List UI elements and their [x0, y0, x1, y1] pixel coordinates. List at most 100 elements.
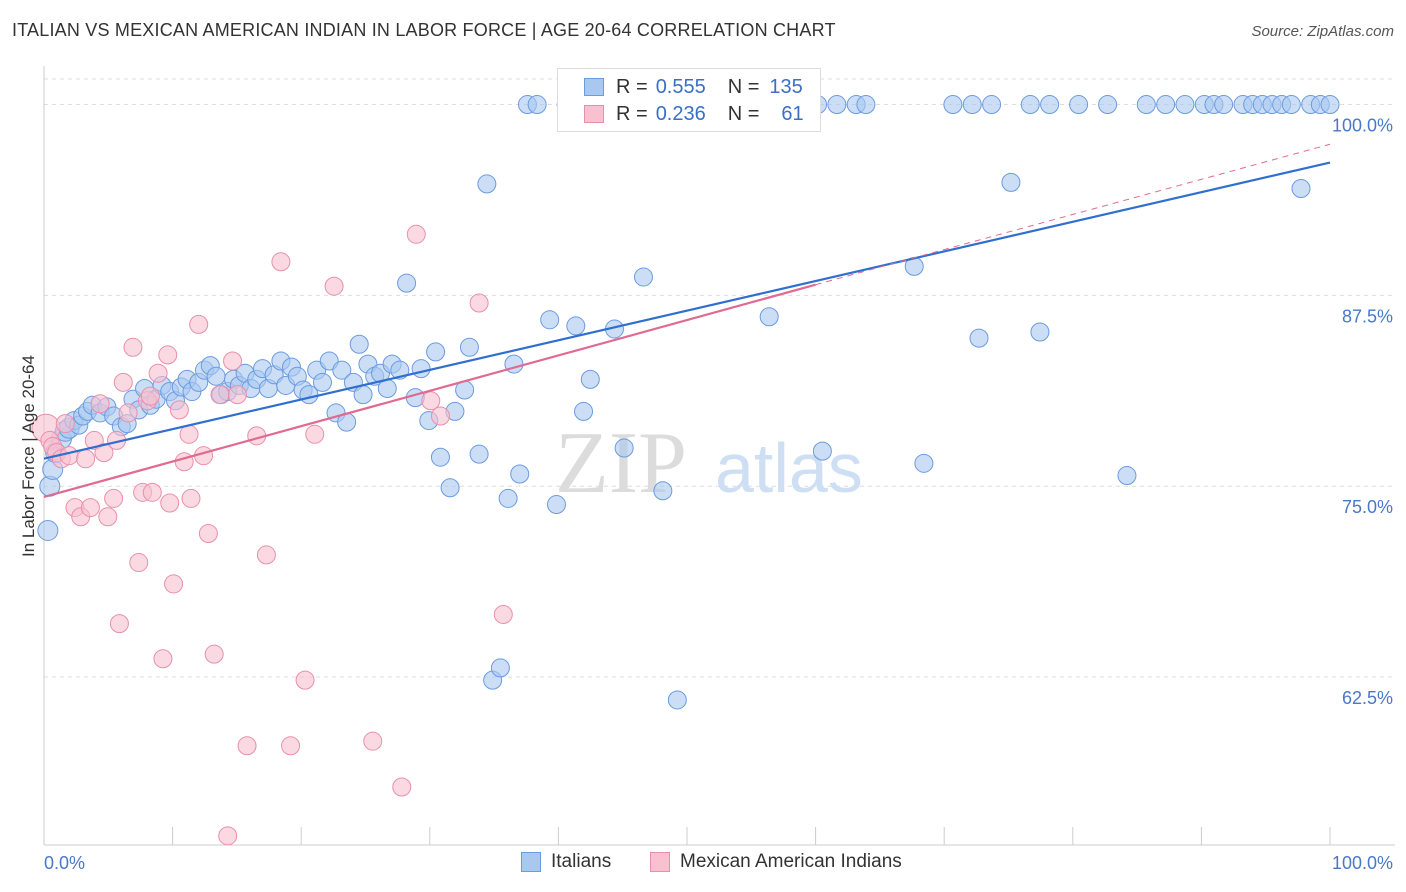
data-point	[469, 293, 489, 313]
data-point	[540, 310, 560, 330]
data-point	[218, 826, 238, 846]
data-point	[490, 658, 510, 678]
legend-swatch-italians	[584, 78, 604, 96]
data-point	[1156, 95, 1176, 115]
legend-item-mexican[interactable]: Mexican American Indians	[650, 851, 902, 873]
tick-labels: 62.5% 75.0% 87.5% 100.0% 0.0% 100.0%	[44, 116, 1393, 873]
data-point	[118, 403, 138, 423]
data-point	[667, 690, 687, 710]
data-point	[493, 604, 513, 624]
legend-n-label: N =	[727, 102, 760, 125]
data-point	[759, 307, 779, 327]
data-point	[363, 731, 383, 751]
data-point	[353, 385, 373, 405]
y-tick-label: 75.0%	[1342, 497, 1393, 517]
data-point	[1040, 95, 1060, 115]
data-point	[459, 337, 479, 357]
data-point	[256, 545, 276, 565]
data-point	[179, 424, 199, 444]
y-tick-label: 62.5%	[1342, 688, 1393, 708]
data-point	[1030, 322, 1050, 342]
y-axis-label: In Labor Force | Age 20-64	[19, 355, 38, 557]
data-point	[349, 334, 369, 354]
data-point	[148, 363, 168, 383]
data-point	[129, 553, 149, 573]
legend-label-italians: Italians	[551, 851, 612, 872]
legend-r-value: 0.555	[655, 75, 706, 98]
data-point	[405, 388, 425, 408]
data-point	[1291, 179, 1311, 199]
data-point	[271, 252, 291, 272]
data-point	[206, 366, 226, 386]
data-point	[109, 614, 129, 634]
data-point	[1281, 95, 1301, 115]
data-point	[169, 400, 189, 420]
chart-title: ITALIAN VS MEXICAN AMERICAN INDIAN IN LA…	[12, 20, 836, 40]
data-point	[158, 345, 178, 365]
data-point	[1214, 95, 1234, 115]
legend-n-value: 61	[781, 102, 804, 125]
trend-line-mexican	[43, 283, 816, 498]
data-point	[430, 406, 450, 426]
data-point	[237, 736, 257, 756]
data-point	[140, 386, 160, 406]
series-mexican-american-indians	[31, 95, 673, 846]
legend-item-italians[interactable]: Italians	[521, 851, 611, 873]
data-point	[223, 351, 243, 371]
data-point	[943, 95, 963, 115]
data-point	[633, 267, 653, 287]
data-point	[580, 369, 600, 389]
data-point	[510, 464, 530, 484]
data-point	[55, 414, 75, 434]
data-point	[1020, 95, 1040, 115]
data-point	[98, 507, 118, 527]
legend-r-value: 0.236	[655, 102, 706, 125]
legend-label-mexican: Mexican American Indians	[680, 851, 902, 872]
data-point	[653, 481, 673, 501]
data-point	[969, 328, 989, 348]
legend-n-label: N =	[727, 75, 760, 98]
data-point	[411, 359, 431, 379]
legend-swatch-italians	[521, 852, 541, 872]
data-point	[546, 495, 566, 515]
series-legend: Italians Mexican American Indians	[0, 851, 1406, 877]
data-point	[477, 174, 497, 194]
data-point	[104, 488, 124, 508]
data-point	[962, 95, 982, 115]
data-point	[332, 360, 352, 380]
data-point	[406, 224, 426, 244]
data-point	[204, 644, 224, 664]
data-point	[430, 447, 450, 467]
data-point	[59, 446, 79, 466]
data-point	[153, 649, 173, 669]
data-point	[164, 574, 184, 594]
source-credit: Source: ZipAtlas.com	[1251, 23, 1394, 40]
y-tick-label: 100.0%	[1332, 116, 1393, 136]
data-point	[1069, 95, 1089, 115]
trend-lines	[43, 143, 1331, 498]
data-point	[982, 95, 1002, 115]
axes	[43, 66, 1395, 846]
legend-r-label: R =	[616, 75, 648, 98]
watermark-atlas: atlas	[715, 429, 863, 507]
data-point	[426, 342, 446, 362]
data-point	[566, 316, 586, 336]
legend-r-label: R =	[616, 102, 648, 125]
data-point	[94, 443, 114, 463]
data-point	[123, 337, 143, 357]
data-point	[812, 441, 832, 461]
data-point	[527, 95, 547, 115]
data-point	[80, 498, 100, 518]
data-point	[90, 394, 110, 414]
data-point	[392, 777, 412, 797]
data-point	[37, 519, 59, 541]
data-point	[198, 524, 218, 544]
correlation-legend: R = 0.555 N = 135 R = 0.236 N = 61	[557, 68, 821, 132]
data-point	[914, 453, 934, 473]
data-point	[574, 401, 594, 421]
legend-swatch-mexican	[584, 105, 604, 123]
data-point	[1098, 95, 1118, 115]
y-tick-label: 87.5%	[1342, 306, 1393, 326]
data-point	[1117, 466, 1137, 486]
